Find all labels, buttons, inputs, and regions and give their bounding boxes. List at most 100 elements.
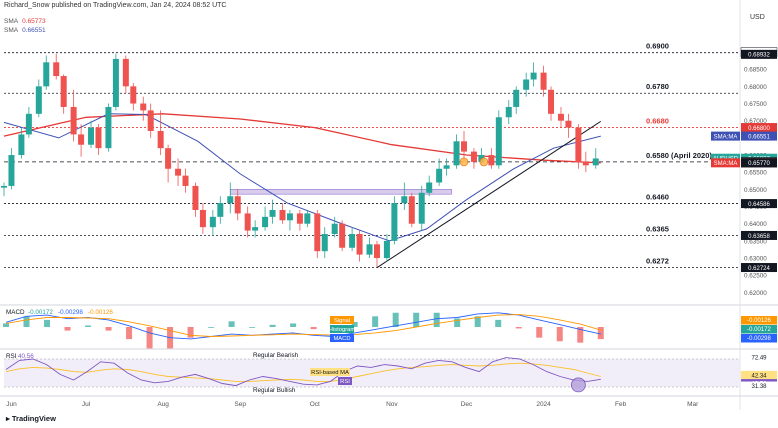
tradingview-brand[interactable]: ▸ TradingView — [6, 414, 56, 423]
price-tag-label: 0.65770 — [748, 161, 770, 167]
macd-histogram-bar — [413, 312, 420, 327]
price-tag — [741, 158, 777, 168]
macd-value-label: -0.00298 — [58, 309, 83, 316]
touch-marker — [459, 157, 469, 167]
rsi-ma-line — [5, 362, 601, 382]
candle-body — [88, 127, 95, 145]
series-tag — [711, 158, 740, 168]
rsi-divergence-marker — [570, 377, 586, 393]
candle-body — [304, 213, 311, 224]
candle-body — [513, 89, 520, 107]
macd-line — [5, 312, 601, 340]
sma-200-value: 0.65773 — [22, 18, 46, 25]
candle-body — [209, 216, 216, 228]
series-tag — [711, 131, 740, 141]
candle-body — [262, 216, 269, 228]
brand-text: TradingView — [11, 414, 56, 423]
level-label: 0.6460 — [646, 192, 669, 201]
price-tag — [741, 199, 777, 209]
candle-body — [286, 213, 293, 221]
macd-histogram-bar — [372, 316, 379, 327]
rsi-value-label: 40.56 — [18, 353, 34, 360]
macd-histogram-bar — [64, 327, 71, 331]
macd-histogram-bar — [351, 322, 358, 327]
sma-50-name: SMA — [4, 27, 19, 34]
series-tag — [711, 153, 740, 163]
macd-histogram-bar — [44, 319, 51, 327]
macd-histogram-bar — [495, 319, 502, 327]
macd-histogram-bar — [3, 323, 9, 327]
macd-axis-tag — [741, 316, 777, 325]
candle-body — [575, 127, 582, 162]
rsi-pane-title: RSI — [6, 353, 17, 360]
price-tag — [741, 123, 777, 133]
candle-body — [505, 106, 512, 118]
price-tag-label: 0.62724 — [748, 266, 770, 272]
macd-histogram-bar — [269, 324, 276, 327]
candle-body — [418, 192, 425, 224]
candle-body — [147, 110, 154, 131]
macd-histogram-bar — [310, 327, 317, 330]
candle-body — [540, 72, 547, 90]
macd-histogram-bar — [515, 327, 522, 329]
candle-body — [182, 175, 189, 186]
candle-body — [530, 72, 537, 80]
macd-histogram-bar — [290, 323, 297, 327]
price-tag-label: 0.63658 — [748, 234, 770, 240]
candle-body — [331, 223, 338, 235]
candle-body — [314, 213, 321, 252]
candle-body — [105, 106, 112, 149]
y-tick-label: 0.65000 — [744, 187, 767, 194]
macd-signal-line — [5, 314, 601, 337]
y-tick-label: 0.62500 — [744, 273, 767, 280]
candle-body — [279, 209, 286, 221]
candle-body — [244, 213, 251, 231]
macd-histogram-bar — [536, 327, 543, 338]
sma-legend-50: SMA 0.66551 — [4, 27, 46, 34]
macd-legend-swatch — [330, 316, 354, 324]
rsi-legend-swatch — [338, 377, 352, 385]
candle-body — [1, 185, 7, 188]
macd-histogram-bar — [392, 312, 399, 327]
candle-body — [234, 196, 241, 214]
sma-legend-200: SMA 0.65773 — [4, 18, 46, 25]
level-label: 0.6580 (April 2020) — [646, 151, 712, 160]
candle-body — [60, 76, 67, 107]
macd-histogram-bar — [85, 325, 92, 327]
candle-body — [582, 161, 589, 166]
price-tag-label: 0.64586 — [748, 202, 770, 208]
rsi-annotation: Regular Bullish — [253, 387, 296, 394]
macd-histogram-bar — [126, 327, 133, 340]
x-tick-label: Jul — [82, 401, 91, 408]
macd-histogram-bar — [577, 327, 584, 343]
candle-body — [339, 223, 346, 248]
candle-body — [565, 120, 572, 128]
price-tag — [741, 131, 777, 141]
x-tick-label: Dec — [461, 401, 473, 408]
candle-body — [199, 209, 206, 228]
publish-header: Richard_Snow published on TradingView.co… — [4, 2, 227, 9]
candle-body — [426, 182, 433, 193]
candle-body — [53, 62, 60, 77]
candle-body — [488, 155, 495, 166]
candle-body — [495, 117, 502, 166]
level-label: 0.6365 — [646, 224, 669, 233]
macd-axis-tag-label: -0.00172 — [747, 327, 771, 333]
candle-body — [192, 185, 199, 210]
candle-body — [95, 127, 102, 149]
rsi-axis-tag-label: 42.34 — [751, 373, 767, 379]
candle-body — [8, 155, 15, 186]
macd-value-label: -0.00172 — [28, 309, 53, 316]
macd-histogram-bar — [249, 327, 256, 328]
sma-200-name: SMA — [4, 18, 19, 25]
macd-axis-tag — [741, 334, 777, 343]
rsi-axis-tag-label: 72.49 — [751, 355, 767, 361]
candle-body — [383, 240, 390, 259]
x-tick-label: Mar — [687, 401, 699, 408]
macd-histogram-bar — [556, 327, 563, 342]
candle-body — [165, 148, 172, 169]
rsi-axis-tag — [741, 370, 777, 380]
candle-body — [78, 134, 85, 145]
rsi-line — [5, 357, 601, 387]
